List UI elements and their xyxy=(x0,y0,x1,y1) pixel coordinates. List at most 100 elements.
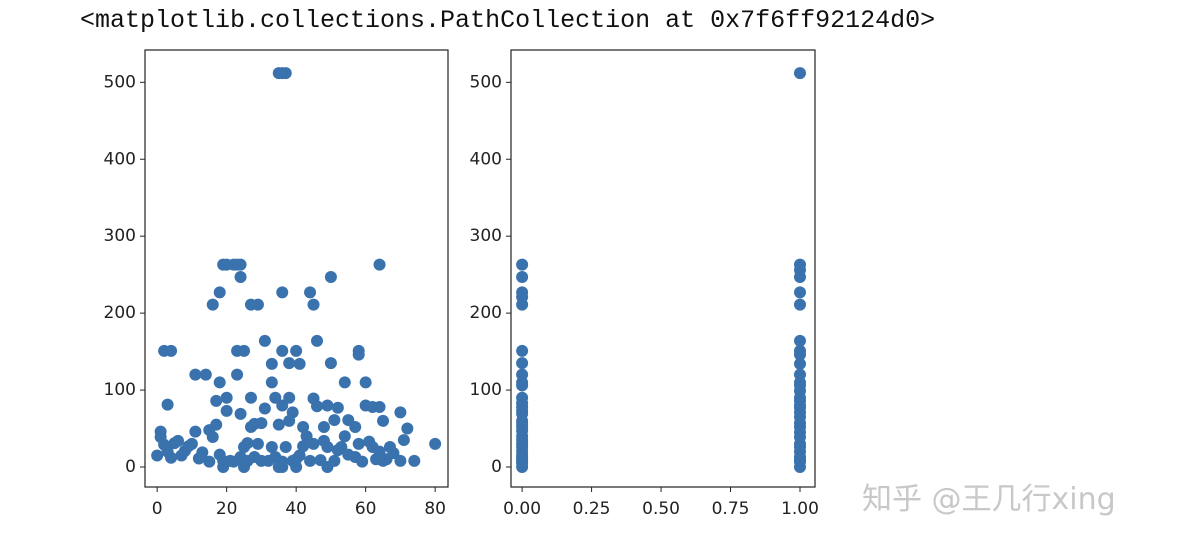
scatter-point xyxy=(161,398,174,411)
scatter-point xyxy=(276,344,289,357)
scatter-point xyxy=(265,357,278,370)
y-tick-label: 400 xyxy=(470,149,502,169)
x-tick-label: 0 xyxy=(152,499,163,519)
scatter-point xyxy=(300,430,313,443)
scatter-point xyxy=(154,425,167,438)
y-tick-label: 500 xyxy=(470,72,502,92)
scatter-point xyxy=(290,460,303,473)
scatter-point xyxy=(276,460,289,473)
scatter-point xyxy=(377,454,390,467)
y-tick-label: 0 xyxy=(125,457,136,477)
scatter-point xyxy=(311,334,324,347)
y-tick-label: 300 xyxy=(470,226,502,246)
output-text: <matplotlib.collections.PathCollection a… xyxy=(80,6,936,35)
x-tick-label: 0.25 xyxy=(573,499,611,519)
scatter-point xyxy=(234,270,247,283)
scatter-point xyxy=(793,334,806,347)
scatter-point xyxy=(331,401,344,414)
scatter-point xyxy=(516,391,529,404)
scatter-point xyxy=(151,449,164,462)
x-tick-label: 0.75 xyxy=(712,499,750,519)
x-tick-label: 40 xyxy=(285,499,307,519)
scatter-point xyxy=(234,407,247,420)
scatter-point xyxy=(324,357,337,370)
scatter-point xyxy=(251,437,264,450)
scatter-point xyxy=(311,400,324,413)
scatter-point xyxy=(241,437,254,450)
scatter-point xyxy=(516,344,529,357)
scatter-point xyxy=(394,406,407,419)
x-tick-label: 60 xyxy=(355,499,377,519)
scatter-point xyxy=(203,424,216,437)
scatter-point xyxy=(265,376,278,389)
scatter-point xyxy=(352,437,365,450)
scatter-point xyxy=(210,394,223,407)
scatter-point xyxy=(213,286,226,299)
x-tick-label: 20 xyxy=(216,499,238,519)
y-tick-label: 300 xyxy=(104,226,136,246)
scatter-point xyxy=(185,437,198,450)
scatter-point xyxy=(217,258,230,271)
scatter-point xyxy=(429,437,442,450)
scatter-point xyxy=(516,357,529,370)
scatter-point xyxy=(272,418,285,431)
scatter-point xyxy=(283,414,296,427)
scatter-point xyxy=(373,400,386,413)
x-tick-label: 0.00 xyxy=(503,499,541,519)
scatter-point xyxy=(331,444,344,457)
scatter-point xyxy=(165,344,178,357)
scatter-point xyxy=(516,270,529,283)
scatter-point xyxy=(516,286,529,299)
y-tick-label: 200 xyxy=(104,303,136,323)
scatter-point xyxy=(175,449,188,462)
scatter-point xyxy=(349,420,362,433)
scatter-point xyxy=(373,258,386,271)
scatter-point xyxy=(321,399,334,412)
scatter-point xyxy=(293,357,306,370)
scatter-point xyxy=(189,425,202,438)
scatter-point xyxy=(793,344,806,357)
scatter-point xyxy=(213,376,226,389)
scatter-point xyxy=(269,391,282,404)
scatter-point xyxy=(394,454,407,467)
x-tick-label: 0.50 xyxy=(642,499,680,519)
scatter-point xyxy=(217,460,230,473)
scatter-point xyxy=(516,258,529,271)
watermark: 知乎 @王几行xing xyxy=(862,482,1116,517)
scatter-point xyxy=(317,434,330,447)
scatter-point xyxy=(793,298,806,311)
scatter-point xyxy=(231,344,244,357)
scatter-point xyxy=(189,368,202,381)
scatter-point xyxy=(199,368,212,381)
scatter-point xyxy=(220,391,233,404)
scatter-point xyxy=(238,460,251,473)
scatter-point xyxy=(363,435,376,448)
scatter-point xyxy=(401,422,414,435)
scatter-point xyxy=(338,430,351,443)
scatter-point xyxy=(793,286,806,299)
scatter-point xyxy=(338,376,351,389)
scatter-point xyxy=(279,67,292,80)
scatter-point xyxy=(203,455,216,468)
scatter-point xyxy=(248,417,261,430)
scatter-point xyxy=(220,404,233,417)
y-tick-label: 100 xyxy=(470,380,502,400)
scatter-point xyxy=(793,67,806,80)
scatter-point xyxy=(293,449,306,462)
scatter-point xyxy=(290,344,303,357)
scatter-point xyxy=(165,451,178,464)
scatter-point xyxy=(276,286,289,299)
scatter-point xyxy=(276,399,289,412)
scatter-point xyxy=(307,437,320,450)
scatter-point xyxy=(408,454,421,467)
axes-frame xyxy=(510,49,816,488)
scatter-point xyxy=(324,270,337,283)
scatter-point xyxy=(258,334,271,347)
scatter-point xyxy=(304,454,317,467)
scatter-point xyxy=(304,286,317,299)
scatter-point xyxy=(377,414,390,427)
scatter-point xyxy=(317,420,330,433)
y-tick-label: 100 xyxy=(104,380,136,400)
